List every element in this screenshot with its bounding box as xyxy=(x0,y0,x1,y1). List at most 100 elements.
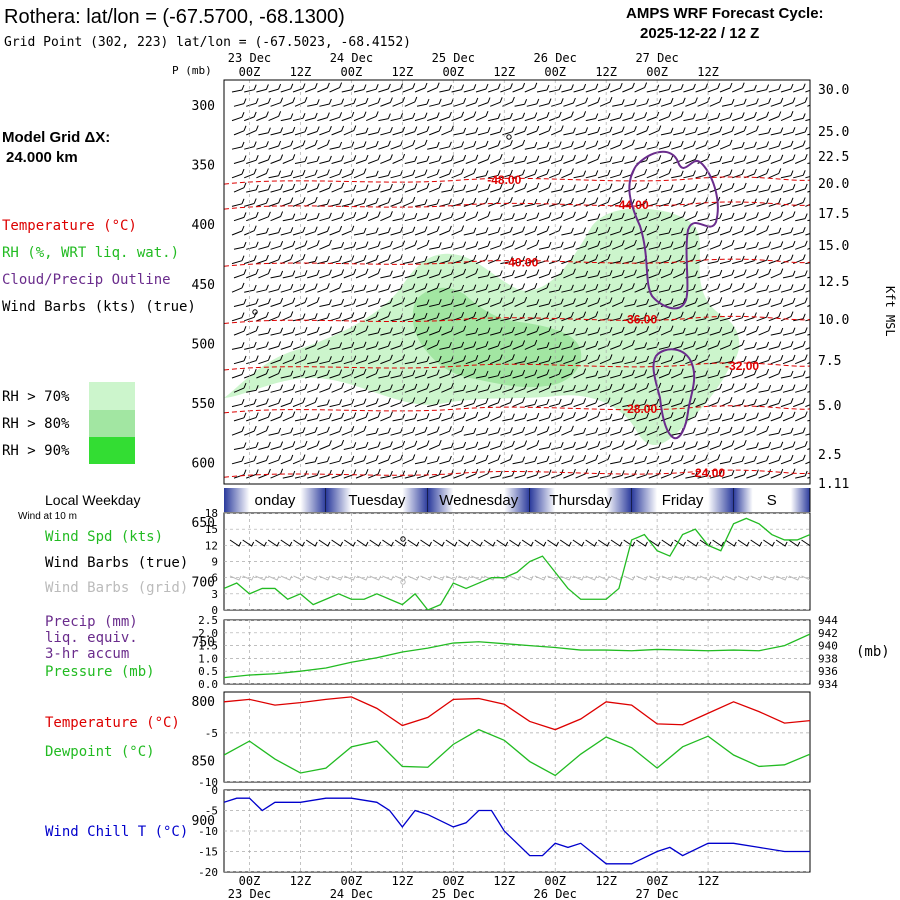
wind-barb-shaft xyxy=(673,441,686,450)
wind-barb-shaft xyxy=(343,325,357,336)
wind-barb-shaft xyxy=(549,425,562,436)
wind-barb-shaft xyxy=(660,268,674,279)
wind-barb-shaft xyxy=(573,284,587,293)
wind-barb-shaft xyxy=(746,325,759,336)
wind-barb xyxy=(514,99,528,107)
wind-barb xyxy=(658,227,672,236)
wind-barb xyxy=(805,146,810,150)
wind-barb-shaft xyxy=(439,426,452,436)
wind-barb-shaft xyxy=(368,298,381,307)
wind-barb xyxy=(429,412,442,422)
wind-barb-shaft xyxy=(610,226,623,236)
wind-barb-shaft xyxy=(317,169,330,179)
wind-barb-shaft xyxy=(719,256,733,265)
wind-barb xyxy=(292,397,306,408)
wind-barb xyxy=(477,154,491,164)
wind-barb xyxy=(731,339,745,350)
wind-barb-shaft xyxy=(768,368,782,379)
wind-barb-shaft xyxy=(246,211,259,222)
wind-barb xyxy=(721,212,735,222)
top-hour-label: 12Z xyxy=(290,65,312,79)
wind-barb xyxy=(746,184,759,193)
wind-barb xyxy=(355,154,369,164)
wind-barb xyxy=(695,313,709,322)
wind-barb xyxy=(392,354,406,365)
wind-barb-shaft xyxy=(292,397,306,408)
wind-barb xyxy=(453,325,467,336)
wind-barb xyxy=(343,298,357,307)
local-weekday-label: Local Weekday xyxy=(45,492,140,508)
wind-barb xyxy=(549,312,562,322)
wind-barb xyxy=(307,326,320,336)
wind-barb-shaft xyxy=(427,282,440,293)
kft-msl-label: Kft MSL xyxy=(883,286,897,337)
wind-barb-shaft xyxy=(353,255,367,265)
wind-barb xyxy=(795,384,808,393)
wind-barb-shaft xyxy=(307,212,320,222)
windchill-line xyxy=(224,797,810,865)
wind-barb xyxy=(719,112,733,122)
wind-barb xyxy=(709,213,723,222)
wind-barb-shaft xyxy=(780,140,794,150)
wind-barb-shaft xyxy=(758,98,772,107)
wind-barb-shaft xyxy=(563,298,576,307)
cross-section-axes: 3003504004505005506006507007508008509003… xyxy=(192,83,850,829)
wind-barb xyxy=(353,198,367,207)
wind-barb-shaft xyxy=(246,469,259,479)
wind-barb xyxy=(256,311,269,322)
wind-barb xyxy=(488,254,501,265)
wind-barb-shaft xyxy=(427,312,440,322)
wind-barb-shaft xyxy=(573,140,587,150)
wind-barb-shaft xyxy=(441,155,454,164)
wind-barb-shaft xyxy=(268,427,282,436)
wind-barb xyxy=(307,240,320,250)
wind-barb xyxy=(561,227,574,236)
wind-barb-shaft xyxy=(343,98,357,107)
wind-barb-shaft xyxy=(770,384,784,393)
wind-barb-shaft xyxy=(307,183,320,193)
wind-barb xyxy=(475,284,489,293)
wind-barb-shaft xyxy=(500,140,513,150)
wind-barb-shaft xyxy=(770,97,784,107)
wind-barb-shaft xyxy=(805,319,810,322)
wind-barb-shaft xyxy=(317,283,330,293)
surface-wind-barb xyxy=(331,539,344,547)
wind-barb xyxy=(246,211,259,222)
wind-barb-shaft xyxy=(500,454,513,465)
wind-barb xyxy=(585,284,599,293)
wind-barb xyxy=(231,255,245,265)
wind-barb xyxy=(658,168,672,179)
surface-wind-barb xyxy=(509,539,521,547)
wind-barb xyxy=(526,182,540,193)
wind-barb xyxy=(746,241,759,250)
wind-barb xyxy=(331,125,345,136)
wind-barb-shaft xyxy=(244,168,257,179)
wind-barb xyxy=(378,397,391,408)
wind-barb-shaft xyxy=(807,476,810,479)
wind-barb xyxy=(380,154,393,164)
wind-barb-shaft xyxy=(441,184,454,193)
wind-barb xyxy=(256,111,269,122)
wind-barb xyxy=(805,175,810,179)
wind-barb xyxy=(587,327,601,336)
wind-barb-shaft xyxy=(658,341,672,350)
wind-barb-shaft xyxy=(343,212,357,222)
wind-barb-shaft xyxy=(695,427,709,436)
wind-barb-shaft xyxy=(268,284,282,293)
wind-barb xyxy=(414,397,428,408)
wind-barb xyxy=(270,354,284,365)
wind-barb-shaft xyxy=(414,256,428,265)
wind-barb-shaft xyxy=(561,368,574,379)
wind-barb xyxy=(538,412,552,422)
wind-barb xyxy=(719,199,733,207)
wind-barb-shaft xyxy=(538,469,552,479)
wind-barb-shaft xyxy=(695,370,709,379)
wind-barb xyxy=(307,413,320,422)
wind-barb xyxy=(673,441,686,450)
wind-barb xyxy=(685,441,698,450)
wind-barb-shaft xyxy=(770,241,784,250)
grid-wind-barb xyxy=(598,575,610,581)
wind-barb-shaft xyxy=(307,240,320,250)
wind-barb-shaft xyxy=(414,369,428,379)
wind-barb-shaft xyxy=(453,469,467,479)
